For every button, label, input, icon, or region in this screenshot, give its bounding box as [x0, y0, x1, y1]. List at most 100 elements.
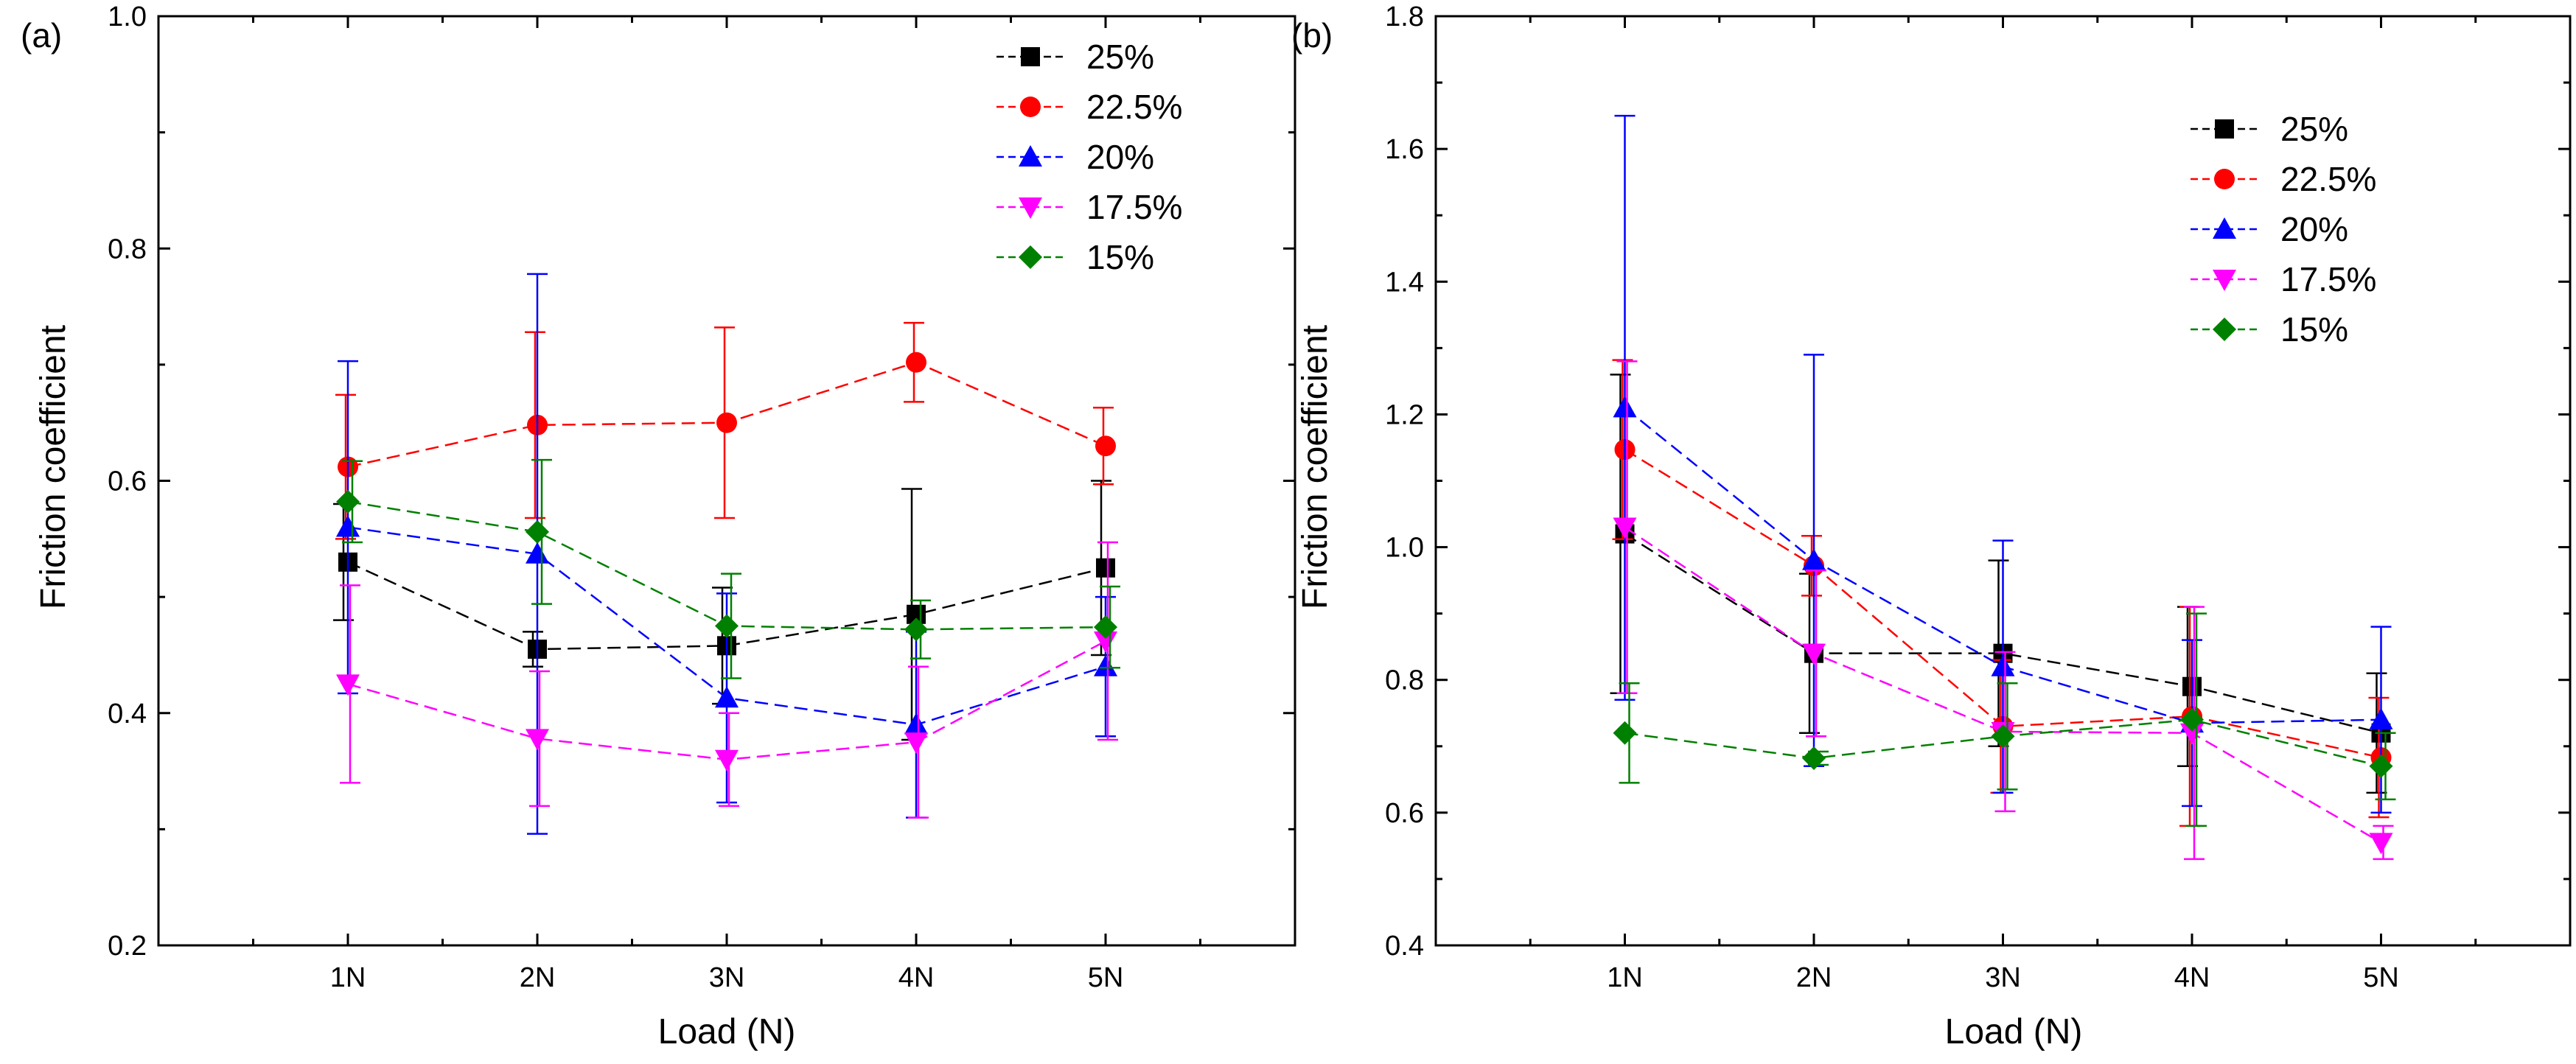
- legend-entry: 15%: [2191, 310, 2348, 349]
- x-tick-label: 1N: [1607, 962, 1643, 993]
- legend-marker: [2214, 169, 2235, 189]
- y-tick-label: 1.0: [108, 1, 147, 32]
- data-point: [906, 351, 926, 373]
- data-point: [1802, 746, 1826, 770]
- data-point: [2369, 833, 2393, 855]
- panel-label: (a): [21, 16, 62, 55]
- series-15%: [336, 458, 1120, 679]
- data-point: [2369, 754, 2393, 778]
- series-17.5%: [1613, 360, 2394, 861]
- series-layer: [1610, 114, 2396, 861]
- legend-entry: 17.5%: [996, 188, 1182, 226]
- series-17.5%: [336, 541, 1118, 819]
- legend-label: 17.5%: [2280, 260, 2376, 298]
- data-point: [1802, 548, 1826, 570]
- tick-labels: 0.2 0.4 0.6 0.8 1.0 1N 2N 3N 4N 5N: [108, 1, 1123, 993]
- legend: 25% 22.5% 20% 17.5% 15%: [2191, 110, 2376, 349]
- data-point: [1991, 654, 2015, 676]
- data-point: [336, 674, 360, 696]
- legend-marker: [1019, 197, 1042, 219]
- legend-label: 25%: [2280, 110, 2348, 148]
- series-20%: [1613, 114, 2393, 814]
- y-tick-label: 1.6: [1385, 134, 1424, 165]
- legend-marker: [2213, 318, 2236, 341]
- series-line: [1624, 526, 2382, 844]
- y-tick-label: 0.4: [1385, 931, 1424, 962]
- legend-label: 20%: [2280, 210, 2348, 248]
- x-axis-label: Load (N): [1945, 1012, 2083, 1051]
- data-point: [1613, 396, 1637, 418]
- legend-label: 22.5%: [2280, 160, 2376, 198]
- series-15%: [1613, 612, 2396, 827]
- data-point: [716, 412, 737, 433]
- y-tick-label: 0.6: [108, 466, 147, 497]
- data-point: [1095, 435, 1116, 457]
- data-point: [715, 614, 739, 638]
- data-point: [1613, 721, 1637, 745]
- legend-label: 17.5%: [1086, 188, 1182, 226]
- legend-marker: [2213, 217, 2236, 239]
- data-point: [2180, 723, 2204, 745]
- x-tick-label: 4N: [898, 962, 935, 993]
- y-tick-label: 1.0: [1385, 533, 1424, 564]
- tick-labels: 0.4 0.6 0.8 1.0 1.2 1.4 1.6 1.8 1N 2N 3N 4N 5N: [1385, 1, 2399, 993]
- data-point: [526, 542, 549, 564]
- legend-marker: [1019, 145, 1042, 167]
- legend-entry: 17.5%: [2191, 260, 2376, 298]
- data-point: [526, 519, 549, 544]
- legend-entry: 20%: [996, 138, 1154, 176]
- chart-panel-a: (a) Friction coefficient Load (N) 0.2 0.4…: [21, 1, 1296, 1051]
- data-point: [1613, 517, 1637, 539]
- legend-marker: [1019, 245, 1042, 269]
- x-tick-label: 5N: [2363, 962, 2399, 993]
- y-tick-label: 1.4: [1385, 267, 1424, 298]
- plot-frame: [1434, 15, 2572, 947]
- x-tick-label: 2N: [520, 962, 556, 993]
- data-point: [1096, 558, 1115, 578]
- plot-frame: [157, 15, 1296, 947]
- data-point: [1094, 631, 1117, 654]
- legend-entry: 22.5%: [2191, 160, 2376, 198]
- data-point: [1094, 615, 1117, 640]
- y-tick-label: 0.8: [1385, 665, 1424, 696]
- legend-marker: [2213, 270, 2236, 291]
- legend-label: 15%: [1086, 238, 1154, 276]
- x-tick-label: 5N: [1088, 962, 1124, 993]
- legend-entry: 25%: [2191, 110, 2348, 148]
- legend-label: 20%: [1086, 138, 1154, 176]
- y-tick-label: 0.6: [1385, 798, 1424, 829]
- x-tick-label: 4N: [2174, 962, 2210, 993]
- legend-label: 25%: [1086, 38, 1154, 76]
- chart-panel-b: (b) Friction coefficient Load (N) 0.4 0.6…: [1291, 1, 2572, 1051]
- y-axis-label: Friction coefficient: [34, 325, 73, 609]
- x-axis-label: Load (N): [658, 1012, 796, 1051]
- legend-label: 22.5%: [1086, 88, 1182, 126]
- data-point: [715, 686, 739, 708]
- data-point: [2369, 707, 2393, 729]
- legend-marker: [2215, 119, 2234, 139]
- y-tick-label: 0.4: [108, 699, 147, 729]
- data-point: [904, 713, 928, 735]
- series-22.5%: [335, 321, 1116, 540]
- x-tick-label: 1N: [330, 962, 366, 993]
- legend-entry: 22.5%: [996, 88, 1182, 126]
- data-point: [1094, 654, 1117, 676]
- legend-entry: 15%: [996, 238, 1154, 276]
- legend-entry: 20%: [2191, 210, 2348, 248]
- x-tick-label: 2N: [1796, 962, 1832, 993]
- y-axis-label: Friction coefficient: [1296, 325, 1335, 609]
- panel-label: (b): [1291, 16, 1333, 55]
- series-layer: [333, 273, 1120, 835]
- data-point: [336, 515, 360, 537]
- legend-label: 15%: [2280, 310, 2348, 349]
- legend-marker: [1021, 47, 1040, 66]
- legend-marker: [1020, 97, 1041, 117]
- data-point: [526, 729, 549, 751]
- data-point: [1991, 724, 2015, 749]
- data-point: [336, 489, 360, 514]
- y-tick-label: 0.8: [108, 234, 147, 265]
- data-point: [2180, 707, 2204, 732]
- y-tick-label: 0.2: [108, 931, 147, 962]
- series-line: [1624, 533, 2381, 734]
